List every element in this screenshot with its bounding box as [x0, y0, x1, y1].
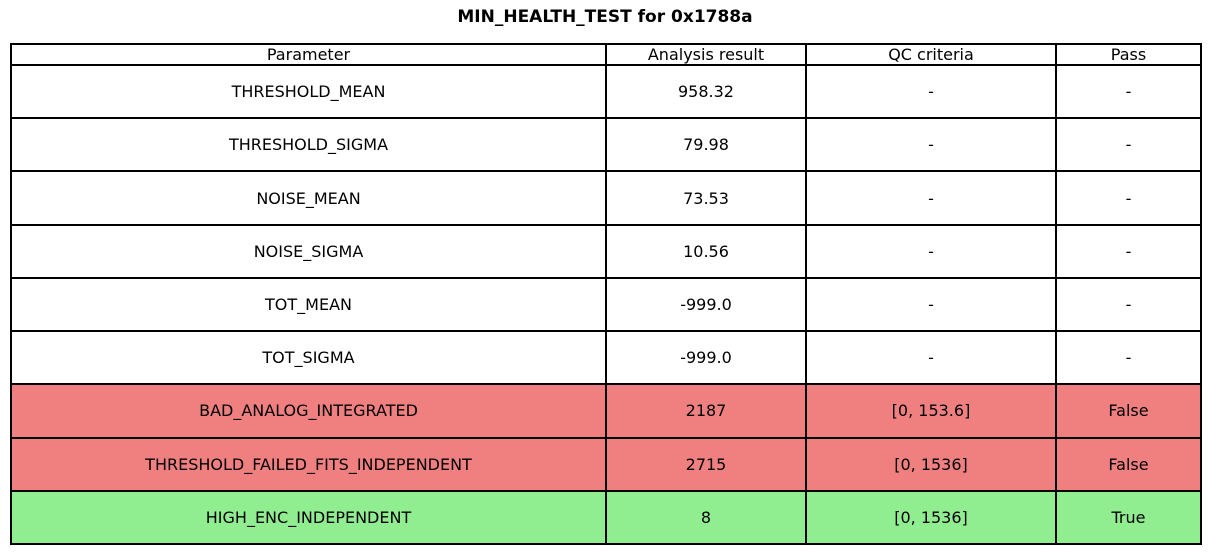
cell-qc-criteria: [0, 1536] [805, 436, 1057, 492]
cell-analysis-result: 79.98 [605, 117, 807, 173]
cell-analysis-result: 2187 [605, 383, 807, 439]
cell-analysis-result: -999.0 [605, 276, 807, 333]
cell-analysis-result: 958.32 [605, 63, 807, 120]
table-row-threshold-mean: THRESHOLD_MEAN 958.32 - - [10, 63, 1202, 120]
cell-pass: - [1055, 170, 1202, 226]
cell-parameter: THRESHOLD_MEAN [10, 63, 607, 120]
cell-pass: - [1055, 330, 1202, 386]
cell-qc-criteria: - [805, 330, 1057, 386]
cell-pass: False [1055, 383, 1202, 439]
col-header-parameter: Parameter [10, 43, 607, 66]
table-row-tot-mean: TOT_MEAN -999.0 - - [10, 276, 1202, 333]
cell-parameter: TOT_MEAN [10, 276, 607, 333]
cell-parameter: THRESHOLD_SIGMA [10, 117, 607, 173]
cell-analysis-result: 10.56 [605, 223, 807, 279]
cell-parameter: NOISE_MEAN [10, 170, 607, 226]
cell-parameter: BAD_ANALOG_INTEGRATED [10, 383, 607, 439]
table-row-threshold-failed-fits-independent: THRESHOLD_FAILED_FITS_INDEPENDENT 2715 [… [10, 436, 1202, 492]
table-row-noise-sigma: NOISE_SIGMA 10.56 - - [10, 223, 1202, 279]
cell-analysis-result: 2715 [605, 436, 807, 492]
table-row-noise-mean: NOISE_MEAN 73.53 - - [10, 170, 1202, 226]
header-row: Parameter Analysis result QC criteria Pa… [10, 43, 1202, 66]
cell-pass: - [1055, 276, 1202, 333]
cell-parameter: THRESHOLD_FAILED_FITS_INDEPENDENT [10, 436, 607, 492]
cell-qc-criteria: - [805, 223, 1057, 279]
cell-analysis-result: 73.53 [605, 170, 807, 226]
cell-parameter: NOISE_SIGMA [10, 223, 607, 279]
table-row-high-enc-independent: HIGH_ENC_INDEPENDENT 8 [0, 1536] True [10, 489, 1202, 546]
cell-qc-criteria: - [805, 63, 1057, 120]
cell-qc-criteria: - [805, 117, 1057, 173]
cell-pass: - [1055, 117, 1202, 173]
cell-analysis-result: 8 [605, 489, 807, 546]
cell-qc-criteria: [0, 153.6] [805, 383, 1057, 439]
qc-results-table: Parameter Analysis result QC criteria Pa… [10, 43, 1202, 546]
cell-parameter: TOT_SIGMA [10, 330, 607, 386]
col-header-qc-criteria: QC criteria [805, 43, 1057, 66]
table-row-bad-analog-integrated: BAD_ANALOG_INTEGRATED 2187 [0, 153.6] Fa… [10, 383, 1202, 439]
cell-pass: - [1055, 63, 1202, 120]
col-header-pass: Pass [1055, 43, 1202, 66]
cell-pass: False [1055, 436, 1202, 492]
figure-title: MIN_HEALTH_TEST for 0x1788a [457, 7, 753, 27]
col-header-analysis-result: Analysis result [605, 43, 807, 66]
table-row-threshold-sigma: THRESHOLD_SIGMA 79.98 - - [10, 117, 1202, 173]
cell-pass: - [1055, 223, 1202, 279]
table-row-tot-sigma: TOT_SIGMA -999.0 - - [10, 330, 1202, 386]
cell-qc-criteria: [0, 1536] [805, 489, 1057, 546]
cell-qc-criteria: - [805, 170, 1057, 226]
cell-analysis-result: -999.0 [605, 330, 807, 386]
cell-parameter: HIGH_ENC_INDEPENDENT [10, 489, 607, 546]
cell-qc-criteria: - [805, 276, 1057, 333]
cell-pass: True [1055, 489, 1202, 546]
